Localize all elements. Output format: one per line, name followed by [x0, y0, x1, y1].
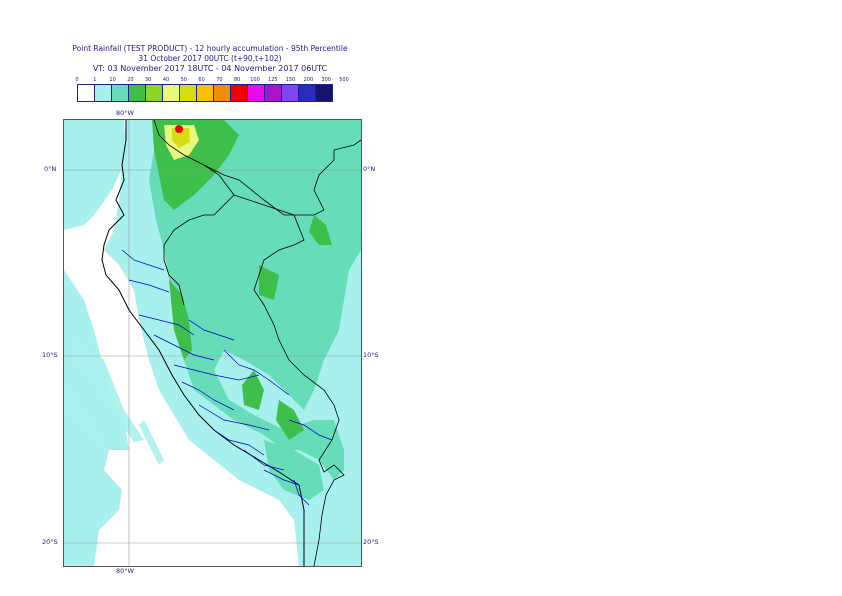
map-title: Point Rainfall (TEST PRODUCT) - 12 hourl…	[72, 44, 348, 53]
ocean-streaks	[64, 330, 164, 465]
north-peak-rain	[172, 128, 190, 148]
peak-rain-spot	[175, 125, 183, 133]
coastline	[101, 120, 305, 566]
scale-threshold-label: 150	[285, 77, 296, 83]
map-canvas	[64, 119, 362, 567]
scale-threshold-label: 1	[93, 77, 97, 83]
rainfall-map: 80°W 80°W 0°N 0°N 10°S 10°S 20°S 20°S	[42, 109, 379, 575]
scale-threshold-label: 100	[250, 77, 260, 83]
south-moderate-rain	[264, 440, 324, 500]
scale-threshold-label: 60	[198, 77, 205, 83]
lon-label-top: 80°W	[116, 109, 134, 117]
country-borders	[153, 119, 362, 567]
lat-label-20-left: 20°S	[42, 538, 58, 546]
base-time: 31 October 2017 00UTC (t+90,t+102)	[138, 54, 282, 63]
scale-swatch	[265, 85, 282, 101]
scale-threshold-label: 70	[216, 77, 223, 83]
lat-label-10-right: 10°S	[363, 351, 379, 359]
land-moderate-rain	[149, 120, 361, 480]
scale-threshold-label: 200	[303, 77, 314, 83]
scale-threshold-label: 50	[180, 77, 187, 83]
andes-heavy-rain	[169, 215, 332, 440]
scale-threshold-label: 80	[234, 77, 241, 83]
scale-threshold-label: 10	[109, 77, 116, 83]
scale-swatch	[214, 85, 231, 101]
scale-swatch	[231, 85, 248, 101]
scale-threshold-label: 40	[162, 77, 170, 83]
lon-label-bottom: 80°W	[116, 567, 134, 575]
graticule	[64, 120, 361, 566]
scale-swatch	[180, 85, 197, 101]
scale-threshold-label: 125	[268, 77, 278, 83]
scale-swatch	[129, 85, 146, 101]
scale-swatch	[78, 85, 95, 101]
scale-labels: 0 1 10 20 30 40 50 60 70 80 100 125 150 200 300 500	[75, 77, 349, 85]
scale-threshold-label: 30	[145, 77, 152, 83]
scale-swatch	[146, 85, 163, 101]
scale-swatch	[316, 85, 332, 101]
scale-threshold-label: 0	[75, 77, 79, 83]
scale-swatch	[299, 85, 316, 101]
lat-label-10-left: 10°S	[42, 351, 58, 359]
scale-swatch	[112, 85, 129, 101]
scale-threshold-label: 500	[339, 77, 349, 83]
lat-label-0-right: 0°N	[363, 165, 376, 173]
lat-label-20-right: 20°S	[363, 538, 379, 546]
scale-swatch	[248, 85, 265, 101]
scale-swatch	[95, 85, 112, 101]
region-borders	[121, 249, 333, 506]
ocean-light-rain	[64, 120, 129, 566]
scale-swatch	[163, 85, 180, 101]
scale-swatch	[197, 85, 214, 101]
scale-swatch	[282, 85, 299, 101]
valid-time: VT: 03 November 2017 18UTC - 04 November…	[92, 64, 328, 73]
scale-threshold-label: 20	[127, 77, 134, 83]
scale-threshold-label: 300	[321, 77, 331, 83]
color-scale	[77, 84, 333, 102]
lat-label-0-left: 0°N	[44, 165, 57, 173]
